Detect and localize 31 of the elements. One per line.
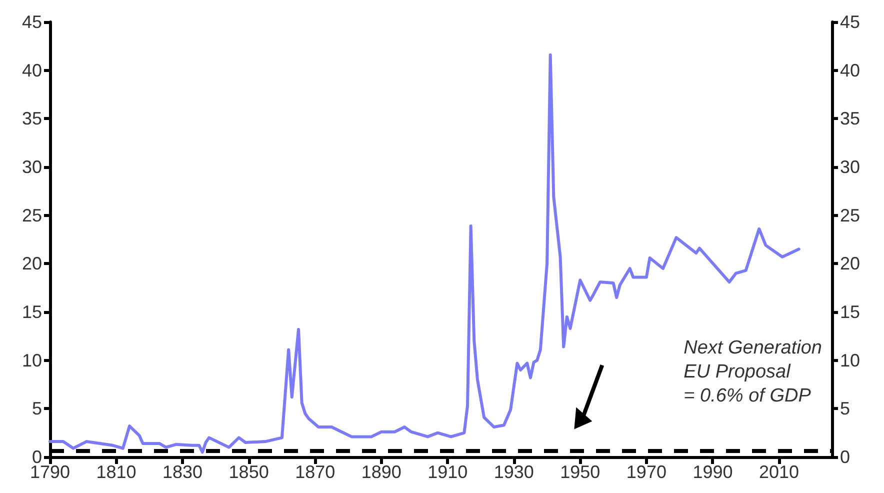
y2-tick-label: 40 bbox=[840, 60, 860, 80]
y2-tick-label: 0 bbox=[840, 447, 850, 467]
y-tick-label: 25 bbox=[22, 205, 42, 226]
y2-tick-label: 45 bbox=[840, 12, 860, 32]
y-tick-label: 20 bbox=[22, 254, 42, 274]
y-tick-label: 30 bbox=[22, 157, 42, 177]
y-tick-label: 10 bbox=[22, 350, 42, 370]
x-tick-label: 1890 bbox=[361, 462, 402, 482]
y-tick-label: 15 bbox=[22, 302, 42, 322]
x-tick-label: 1970 bbox=[626, 462, 666, 482]
y2-tick-label: 30 bbox=[840, 157, 860, 177]
y2-tick-label: 20 bbox=[840, 254, 860, 274]
x-tick-label: 1830 bbox=[162, 462, 203, 482]
y2-tick-label: 15 bbox=[840, 302, 860, 322]
y-tick-label: 35 bbox=[22, 108, 42, 129]
y2-tick-label: 5 bbox=[840, 398, 850, 419]
y-tick-label: 40 bbox=[22, 60, 42, 80]
y-tick-label: 5 bbox=[32, 398, 42, 419]
x-tick-label: 1810 bbox=[96, 462, 136, 482]
ref-line-label: Next Generation EU Proposal = 0.6% of GDP bbox=[684, 338, 822, 406]
x-tick-label: 1910 bbox=[428, 462, 468, 482]
y2-tick-label: 35 bbox=[840, 108, 860, 129]
x-tick-label: 1850 bbox=[228, 462, 269, 482]
x-tick-label: 1870 bbox=[295, 462, 336, 482]
x-tick-label: 1930 bbox=[494, 462, 534, 482]
x-tick-label: 1990 bbox=[692, 462, 733, 482]
x-tick-label: 2010 bbox=[758, 462, 800, 482]
y2-tick-label: 25 bbox=[840, 205, 860, 226]
y2-tick-label: 10 bbox=[840, 350, 860, 370]
x-tick-label: 1950 bbox=[560, 462, 600, 482]
y-tick-label: 45 bbox=[22, 12, 42, 32]
